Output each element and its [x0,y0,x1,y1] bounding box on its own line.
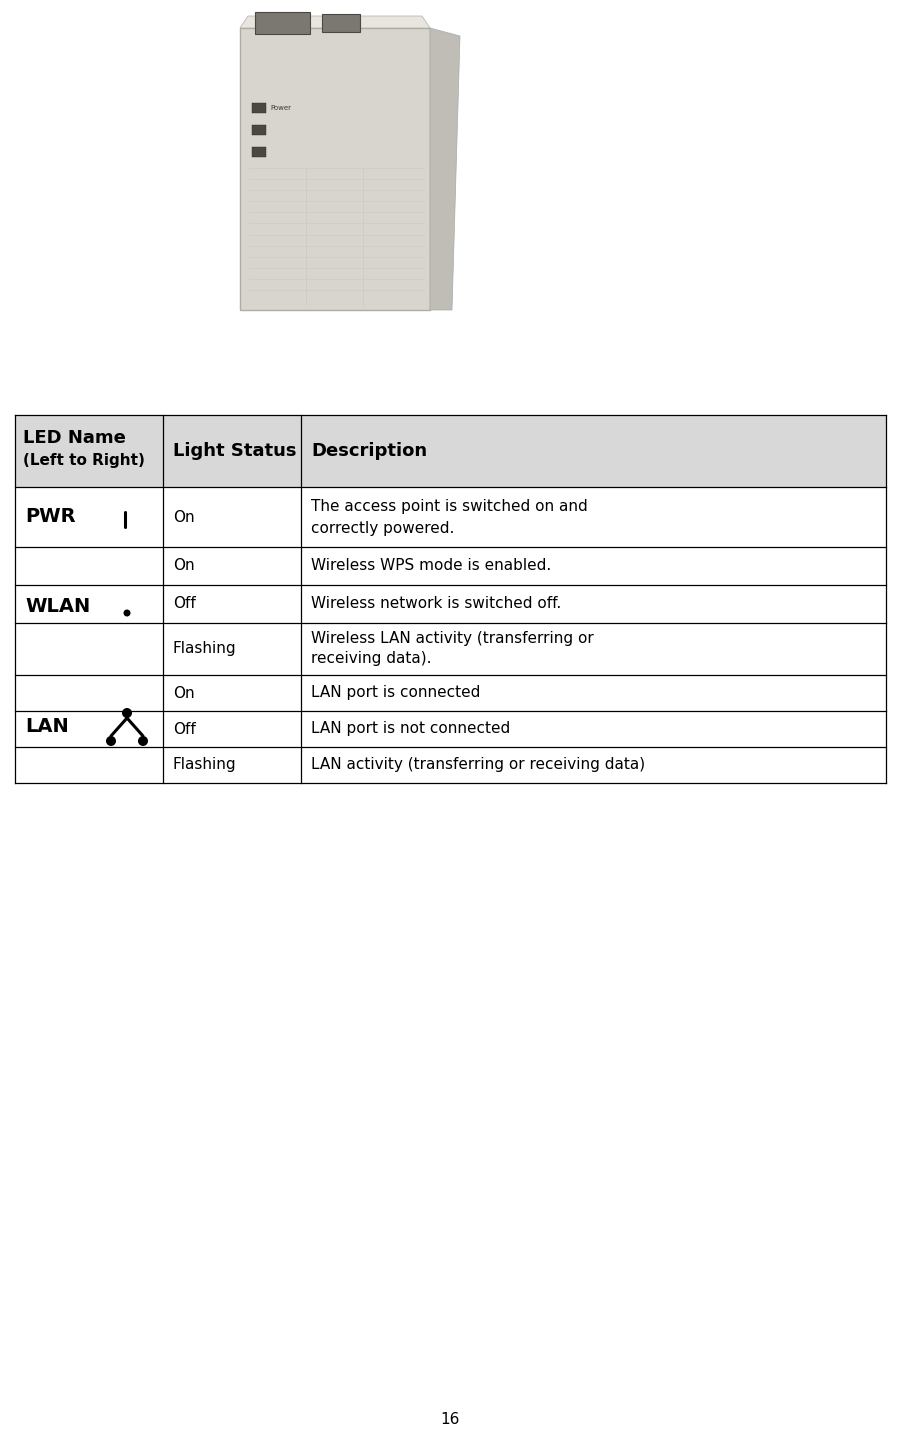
Bar [15,487,886,782]
Text: (Left to Right): (Left to Right) [23,453,145,469]
Text: WLAN: WLAN [25,597,90,616]
FancyBboxPatch shape [255,12,310,35]
Text: Light Status: Light Status [173,442,296,460]
Text: On: On [173,558,195,574]
FancyBboxPatch shape [252,124,266,134]
Text: LAN port is connected: LAN port is connected [311,685,480,700]
Text: Flashing: Flashing [173,758,237,772]
FancyBboxPatch shape [252,147,266,158]
Text: receiving data).: receiving data). [311,651,432,667]
Text: LAN: LAN [25,717,68,736]
Text: LED Name: LED Name [23,429,126,447]
Polygon shape [430,27,460,309]
Text: LAN activity (transferring or receiving data): LAN activity (transferring or receiving … [311,758,645,772]
Text: Off: Off [173,597,196,612]
Text: Power: Power [270,106,291,111]
Text: 16: 16 [441,1413,460,1427]
Text: correctly powered.: correctly powered. [311,521,454,536]
FancyBboxPatch shape [322,14,360,32]
Circle shape [138,736,148,746]
FancyBboxPatch shape [240,27,430,309]
Circle shape [106,736,116,746]
Text: Wireless network is switched off.: Wireless network is switched off. [311,597,561,612]
Text: Off: Off [173,722,196,736]
Polygon shape [240,16,430,27]
Circle shape [123,610,131,616]
Text: PWR: PWR [25,508,76,526]
Text: Wireless LAN activity (transferring or: Wireless LAN activity (transferring or [311,630,594,646]
Text: On: On [173,509,195,525]
Text: LAN port is not connected: LAN port is not connected [311,722,510,736]
Bar [15,415,886,487]
Text: On: On [173,685,195,700]
Circle shape [122,709,132,719]
Text: Description: Description [311,442,427,460]
FancyBboxPatch shape [252,103,266,113]
Text: Flashing: Flashing [173,642,237,656]
Text: The access point is switched on and: The access point is switched on and [311,499,587,513]
Text: Wireless WPS mode is enabled.: Wireless WPS mode is enabled. [311,558,551,574]
